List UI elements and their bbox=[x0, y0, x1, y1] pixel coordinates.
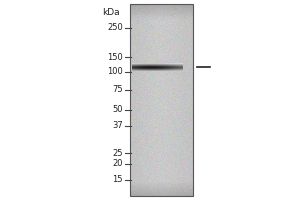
Text: 75: 75 bbox=[112, 86, 123, 95]
Text: 15: 15 bbox=[112, 176, 123, 184]
Text: 100: 100 bbox=[107, 68, 123, 76]
Bar bbox=[130, 4, 193, 196]
Text: 25: 25 bbox=[112, 148, 123, 158]
Text: 50: 50 bbox=[112, 106, 123, 114]
Text: kDa: kDa bbox=[102, 8, 120, 17]
Text: 37: 37 bbox=[112, 121, 123, 130]
Text: 20: 20 bbox=[112, 160, 123, 168]
Text: 250: 250 bbox=[107, 23, 123, 32]
Text: 150: 150 bbox=[107, 52, 123, 62]
